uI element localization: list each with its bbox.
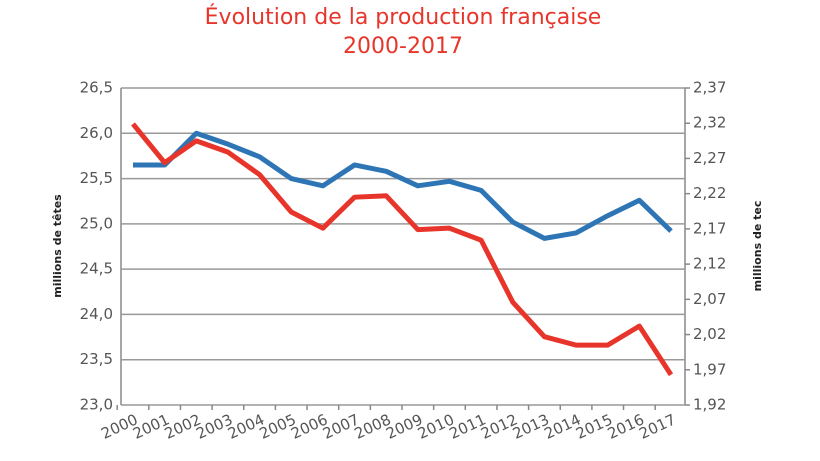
chart-title: Évolution de la production française xyxy=(205,4,602,30)
series-line xyxy=(131,122,674,377)
x-tick-label: 2017 xyxy=(636,410,678,442)
y-tick-label: 23,0 xyxy=(80,396,113,414)
y-tick-label: 23,5 xyxy=(80,350,113,368)
y2-tick-label: 1,92 xyxy=(693,396,726,414)
y-tick-label: 26,5 xyxy=(80,79,113,97)
chart-subtitle: 2000-2017 xyxy=(343,34,463,59)
y2-tick-label: 2,02 xyxy=(693,325,726,343)
y2-tick-label: 2,27 xyxy=(693,149,726,167)
y2-tick-label: 2,22 xyxy=(693,184,726,202)
series-line xyxy=(133,130,673,241)
y-tick-label: 25,0 xyxy=(80,214,113,232)
y2-tick-label: 2,17 xyxy=(693,219,726,237)
y2-tick-label: 2,07 xyxy=(693,290,726,308)
y-tick-label: 24,5 xyxy=(80,260,113,278)
y-axis-label: millions de têtes xyxy=(51,194,64,298)
y-tick-label: 26,0 xyxy=(80,124,113,142)
y2-tick-label: 2,12 xyxy=(693,255,726,273)
y-tick-label: 24,0 xyxy=(80,305,113,323)
y2-tick-label: 2,37 xyxy=(693,79,726,97)
y2-tick-label: 1,97 xyxy=(693,360,726,378)
y2-axis-label: millions de tec xyxy=(751,201,764,292)
y-tick-label: 25,5 xyxy=(80,169,113,187)
y2-tick-label: 2,32 xyxy=(693,114,726,132)
